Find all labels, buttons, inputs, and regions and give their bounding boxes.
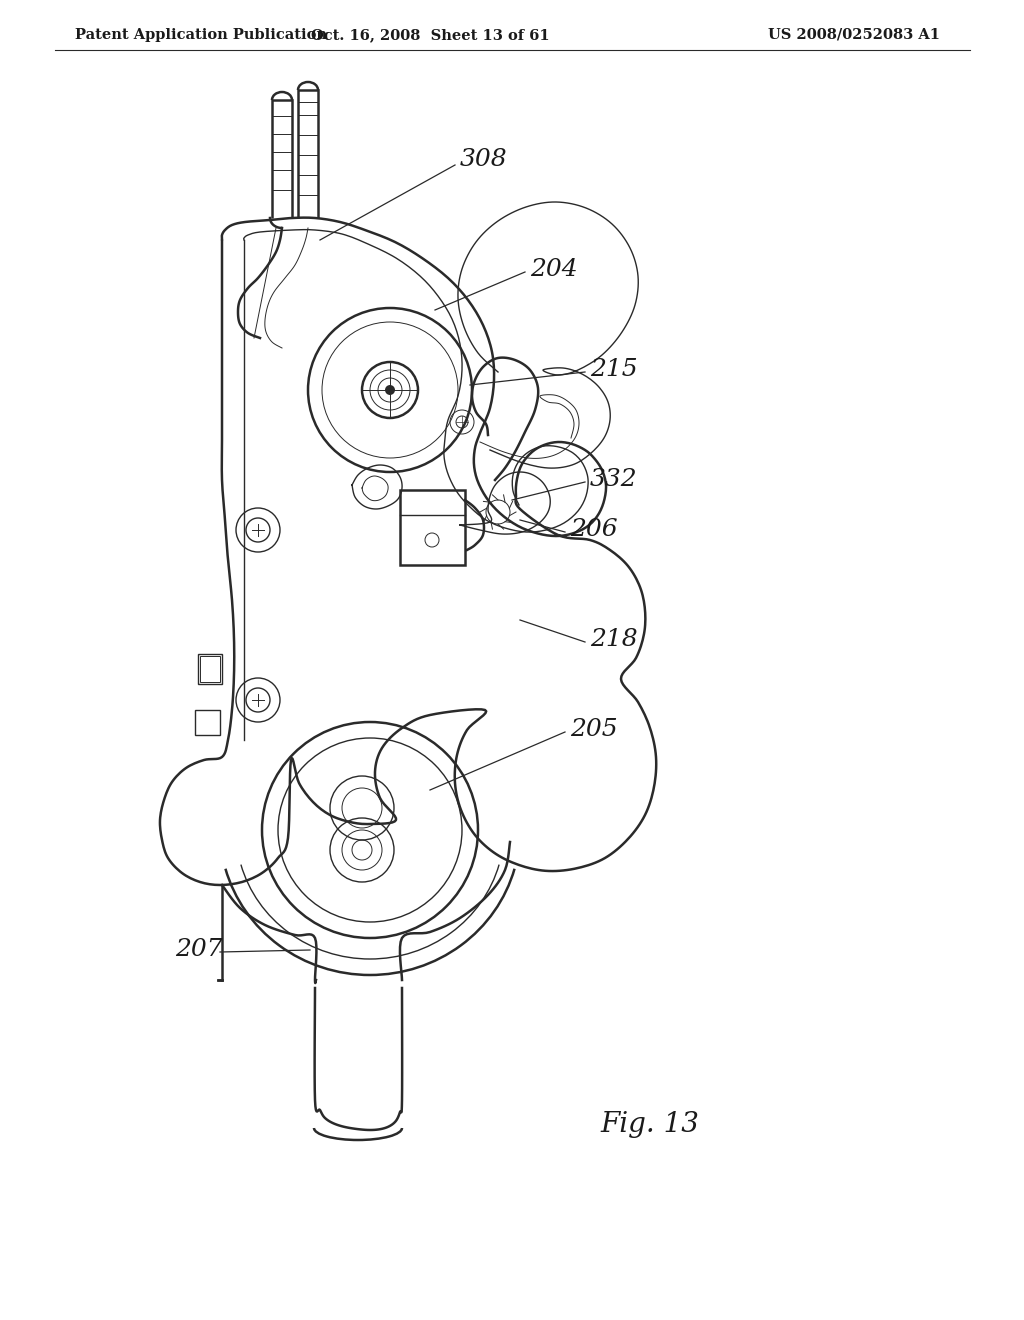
Text: 207: 207 — [175, 939, 222, 961]
Text: 218: 218 — [590, 628, 638, 652]
Polygon shape — [195, 710, 220, 735]
Text: 308: 308 — [460, 149, 508, 172]
Text: Fig. 13: Fig. 13 — [600, 1111, 698, 1138]
Text: 332: 332 — [590, 469, 638, 491]
Text: 206: 206 — [570, 519, 617, 541]
Text: US 2008/0252083 A1: US 2008/0252083 A1 — [768, 28, 940, 42]
Circle shape — [385, 385, 395, 395]
Text: 205: 205 — [570, 718, 617, 742]
Text: Oct. 16, 2008  Sheet 13 of 61: Oct. 16, 2008 Sheet 13 of 61 — [310, 28, 549, 42]
Text: 215: 215 — [590, 359, 638, 381]
Text: 204: 204 — [530, 259, 578, 281]
Text: Patent Application Publication: Patent Application Publication — [75, 28, 327, 42]
Polygon shape — [198, 653, 222, 684]
